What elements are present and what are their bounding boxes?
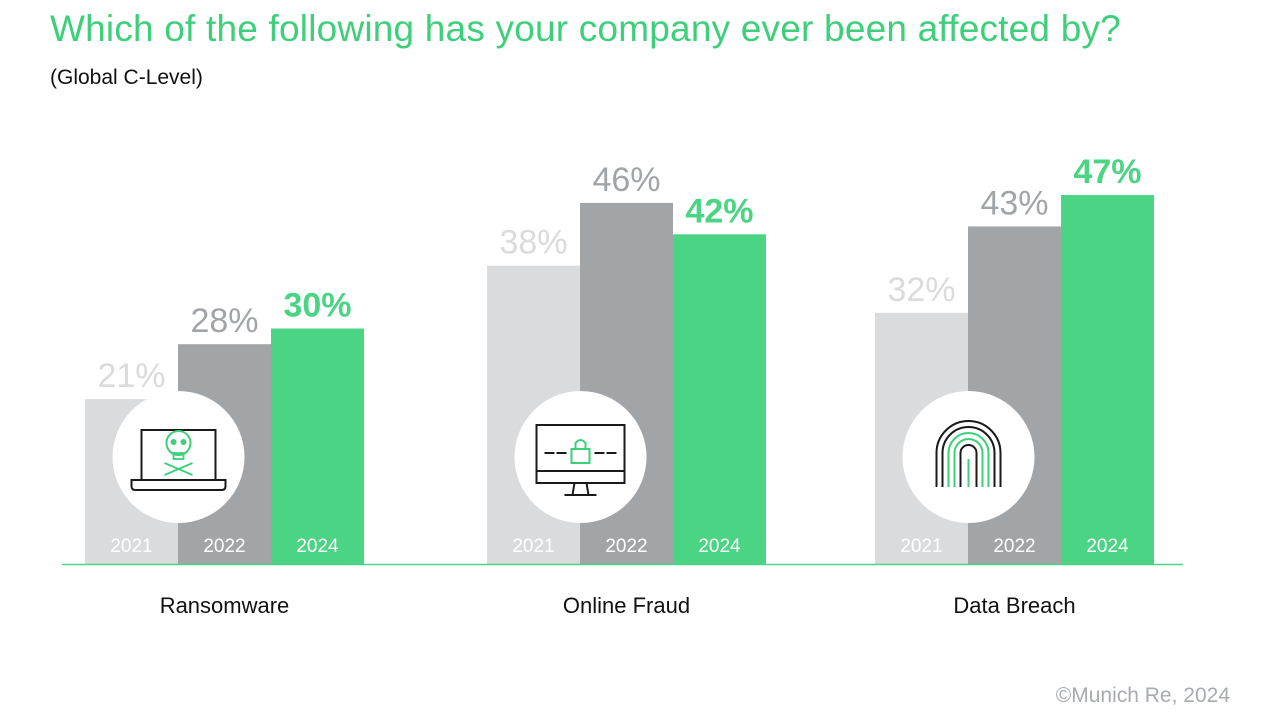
bar-2024 <box>673 234 766 565</box>
category-label: Online Fraud <box>563 593 690 618</box>
category-label: Data Breach <box>953 593 1075 618</box>
monitor-lock-icon <box>535 424 626 496</box>
year-tick-label: 2024 <box>698 536 741 557</box>
category-label: Ransomware <box>160 593 290 618</box>
year-tick-label: 2021 <box>512 536 554 557</box>
year-tick-label: 2021 <box>110 536 152 557</box>
bar-2024 <box>1061 195 1154 565</box>
year-tick-label: 2022 <box>605 536 647 557</box>
data-label: 21% <box>97 357 165 395</box>
year-tick-label: 2022 <box>993 536 1035 557</box>
copyright-notice: ©Munich Re, 2024 <box>1055 684 1230 707</box>
data-label: 42% <box>685 192 753 230</box>
icon-circle <box>514 391 647 523</box>
data-label: 43% <box>980 184 1048 222</box>
laptop-skull-icon <box>130 429 227 491</box>
data-label: 32% <box>887 271 955 309</box>
year-tick-label: 2024 <box>296 536 339 557</box>
chart-title: Which of the following has your company … <box>50 8 1121 49</box>
bar-2024 <box>271 328 364 564</box>
year-tick-label: 2024 <box>1086 536 1129 557</box>
icon-circle <box>902 391 1035 523</box>
data-label: 30% <box>283 287 351 325</box>
data-label: 28% <box>190 302 258 340</box>
data-label: 38% <box>499 224 567 262</box>
data-label: 46% <box>592 161 660 199</box>
fingerprint-icon <box>935 420 1002 487</box>
year-tick-label: 2021 <box>900 536 942 557</box>
year-tick-label: 2022 <box>203 536 245 557</box>
data-label: 47% <box>1073 153 1141 191</box>
chart-subtitle: (Global C-Level) <box>50 66 203 89</box>
icon-circle <box>112 391 245 523</box>
